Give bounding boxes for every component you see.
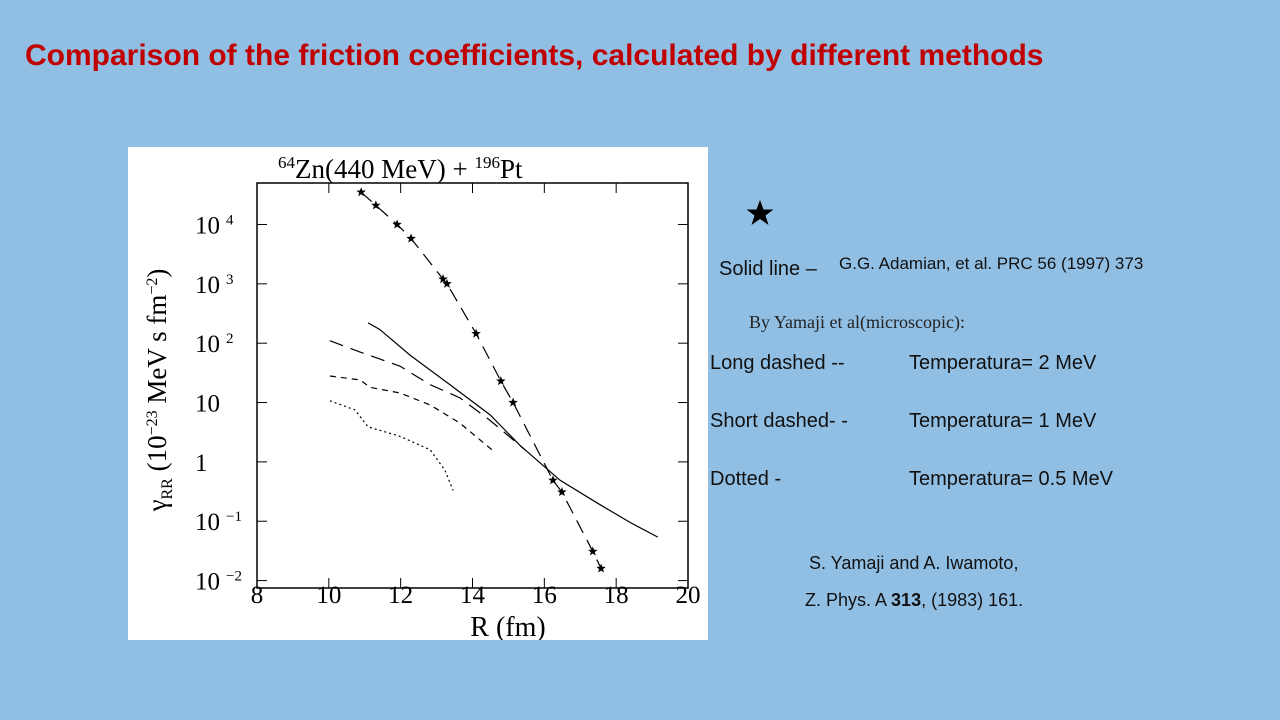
y-tick-base: 10 <box>195 509 220 536</box>
title-part: Zn(440 MeV) + <box>295 154 474 184</box>
x-tick-label: 14 <box>460 582 486 609</box>
y-label-part: ) <box>142 269 172 278</box>
y-tick-label: 10 <box>195 391 220 418</box>
solid-line-label: Solid line – <box>719 258 817 280</box>
title-part: 64 <box>278 153 296 172</box>
series-line <box>367 322 659 538</box>
star-marker <box>471 328 481 338</box>
reference-volume: 313 <box>891 590 922 610</box>
y-tick-base: 10 <box>195 272 220 299</box>
star-marker <box>371 200 381 210</box>
series-line <box>329 375 493 451</box>
star-marker <box>548 475 558 485</box>
solid-line-ref: G.G. Adamian, et al. PRC 56 (1997) 373 <box>839 254 1144 273</box>
row-label: Short dashed- - <box>710 410 848 432</box>
slide-title: Comparison of the friction coefficients,… <box>25 39 1044 72</box>
y-tick-label: 10 2 <box>195 331 234 358</box>
y-tick-exponent: 2 <box>226 331 234 347</box>
y-tick-label: 10 4 <box>195 212 234 239</box>
reference-part: Z. Phys. A <box>805 590 892 610</box>
star-marker <box>356 187 366 197</box>
y-tick-exponent: −2 <box>226 569 242 585</box>
row-temp: Temperatura= 1 MeV <box>909 410 1097 432</box>
y-tick-exponent: 3 <box>226 272 234 288</box>
title-part: 196 <box>474 153 500 172</box>
series-line <box>329 400 454 491</box>
y-tick-label: 10 −2 <box>195 569 242 596</box>
y-label-part: (10 <box>142 435 172 478</box>
chart-title: 64Zn(440 MeV) + 196Pt <box>278 153 523 184</box>
x-tick-label: 10 <box>316 582 341 609</box>
star-marker <box>392 219 402 229</box>
reference: S. Yamaji and A. Iwamoto, <box>809 553 1019 573</box>
y-tick-exponent: −1 <box>226 509 242 525</box>
star-marker <box>438 274 448 284</box>
star-marker <box>596 563 606 573</box>
star-marker <box>588 546 598 556</box>
row-temp: Temperatura= 0.5 MeV <box>909 468 1113 490</box>
row-temp: Temperatura= 2 MeV <box>909 352 1097 374</box>
star-icon <box>746 200 774 225</box>
y-label-part: −2 <box>144 278 161 295</box>
y-tick-base: 1 <box>195 450 208 477</box>
y-tick-base: 10 <box>195 391 220 418</box>
plot-frame <box>256 182 689 589</box>
series-line <box>360 191 602 569</box>
y-tick-exponent: 4 <box>226 212 234 228</box>
star-marker <box>557 487 567 497</box>
x-tick-label: 18 <box>604 582 629 609</box>
reference-part: , (1983) 161. <box>921 590 1024 610</box>
star-marker <box>406 233 416 243</box>
star-marker <box>442 278 452 288</box>
y-label-part: −23 <box>144 410 161 435</box>
y-label-part: MeV s fm <box>142 295 172 411</box>
star-marker <box>508 397 518 407</box>
x-tick-label: 16 <box>532 582 557 609</box>
star <box>746 200 774 225</box>
y-tick-label: 1 <box>195 450 208 477</box>
title-part: Pt <box>500 154 523 184</box>
y-tick-base: 10 <box>195 569 220 596</box>
y-tick-label: 10 3 <box>195 272 234 299</box>
y-tick-base: 10 <box>195 212 220 239</box>
row-label: Long dashed -- <box>710 352 845 374</box>
yamaji-heading: By Yamaji et al(microscopic): <box>749 312 965 332</box>
x-axis-label: R (fm) <box>470 612 545 640</box>
y-tick-base: 10 <box>195 331 220 358</box>
x-tick-label: 20 <box>676 582 701 609</box>
star-marker <box>496 376 506 386</box>
y-label-part: RR <box>159 478 176 500</box>
y-axis-label: γRR (10−23 MeV s fm−2) <box>142 269 176 513</box>
x-tick-label: 12 <box>388 582 413 609</box>
reference: Z. Phys. A 313, (1983) 161. <box>805 590 1023 611</box>
x-tick-label: 8 <box>251 582 264 609</box>
y-tick-label: 10 −1 <box>195 509 242 536</box>
series-line <box>329 340 526 451</box>
row-label: Dotted - <box>710 468 782 490</box>
y-label-part: γ <box>142 499 172 512</box>
